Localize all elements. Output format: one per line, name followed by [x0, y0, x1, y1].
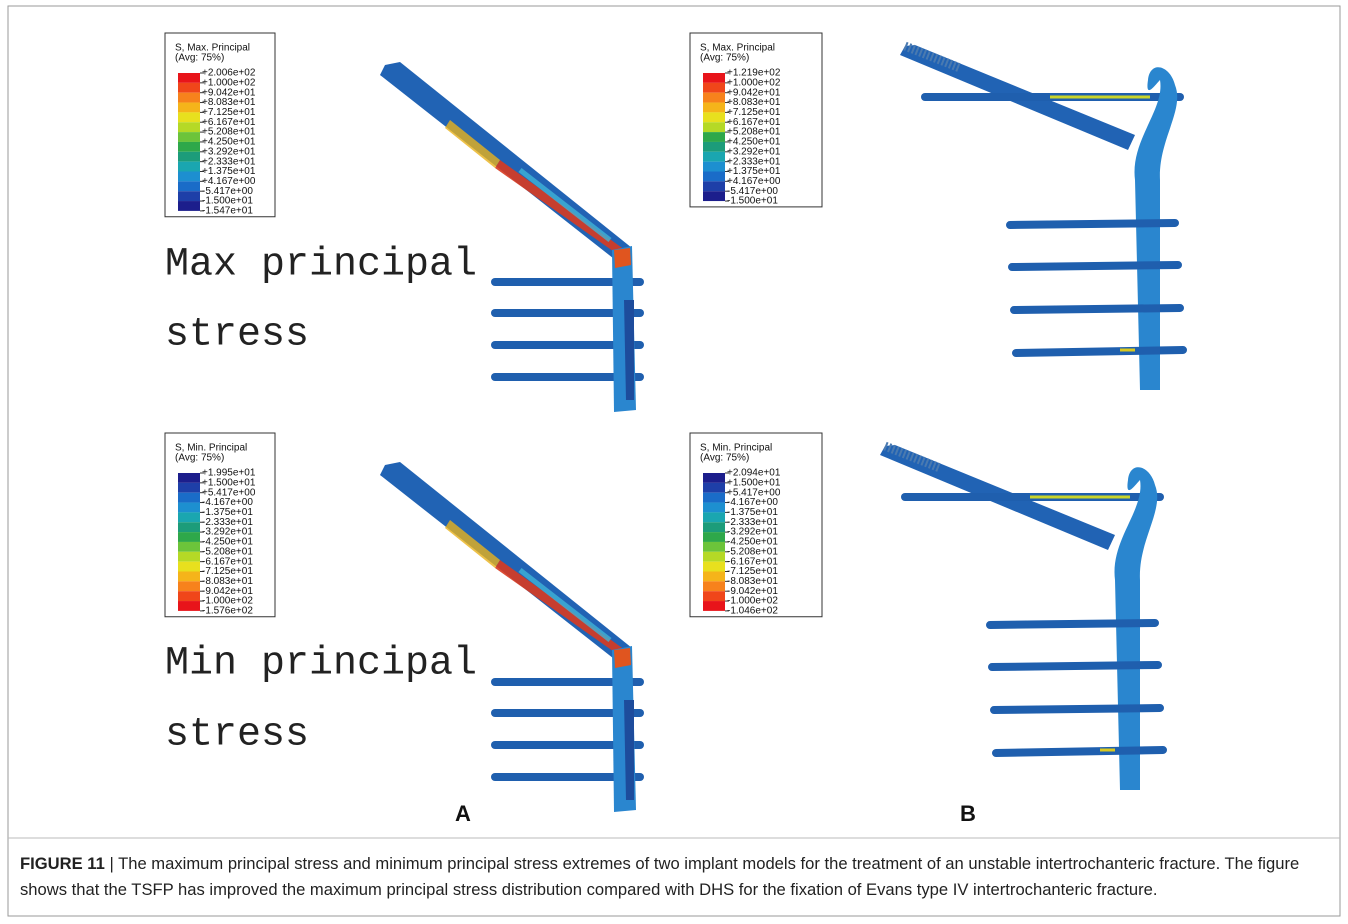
- legend-swatch: [178, 181, 200, 191]
- legend-swatch: [703, 152, 725, 162]
- legend-swatch: [703, 503, 725, 513]
- legend-swatch: [178, 142, 200, 152]
- legend-swatch: [703, 591, 725, 601]
- legend-swatch: [703, 493, 725, 503]
- legend-swatch: [178, 93, 200, 103]
- legend-label: -1.046e+02: [727, 606, 778, 617]
- panel-label: Max principal: [165, 243, 477, 288]
- implant-a-min: [380, 462, 640, 812]
- legend-title: (Avg: 75%): [175, 53, 224, 64]
- figure-page: S, Max. Principal(Avg: 75%)+2.006e+02+1.…: [0, 0, 1348, 924]
- legend-swatch: [703, 172, 725, 182]
- legend-swatch: [703, 572, 725, 582]
- legend-swatch: [703, 473, 725, 483]
- legend-swatch: [703, 162, 725, 172]
- legend-swatch: [178, 591, 200, 601]
- figure: S, Max. Principal(Avg: 75%)+2.006e+02+1.…: [0, 0, 1348, 924]
- legend-swatch: [178, 132, 200, 142]
- legend-title: (Avg: 75%): [700, 453, 749, 464]
- legend-swatch: [703, 181, 725, 191]
- legend-label: -1.547e+01: [202, 206, 253, 217]
- legend-swatch: [703, 103, 725, 113]
- legend: S, Max. Principal(Avg: 75%)+2.006e+02+1.…: [165, 33, 275, 217]
- figure-number: FIGURE 11: [20, 854, 105, 873]
- legend-swatch: [178, 473, 200, 483]
- legend-swatch: [178, 103, 200, 113]
- legend-title: (Avg: 75%): [175, 453, 224, 464]
- legend-title: (Avg: 75%): [700, 53, 749, 64]
- legend-swatch: [703, 512, 725, 522]
- legend-swatch: [178, 172, 200, 182]
- legend-swatch: [178, 503, 200, 513]
- legend-swatch: [703, 83, 725, 93]
- legend-swatch: [178, 572, 200, 582]
- panel-label: stress: [165, 313, 309, 358]
- legend-swatch: [703, 93, 725, 103]
- legend-swatch: [703, 532, 725, 542]
- legend-swatch: [703, 191, 725, 201]
- legend: S, Max. Principal(Avg: 75%)+1.219e+02+1.…: [690, 33, 822, 207]
- legend-swatch: [703, 483, 725, 493]
- legend-swatch: [178, 73, 200, 83]
- implant-b-min: [880, 445, 1163, 790]
- legend-swatch: [178, 152, 200, 162]
- legend-swatch: [703, 552, 725, 562]
- caption-text: The maximum principal stress and minimum…: [20, 854, 1299, 899]
- legend-swatch: [178, 581, 200, 591]
- legend-swatch: [703, 142, 725, 152]
- column-label: A: [455, 801, 471, 826]
- legend-swatch: [703, 132, 725, 142]
- legend-swatch: [178, 522, 200, 532]
- legend: S, Min. Principal(Avg: 75%)+2.094e+01+1.…: [690, 433, 822, 617]
- legend-swatch: [178, 493, 200, 503]
- legend: S, Min. Principal(Avg: 75%)+1.995e+01+1.…: [165, 433, 275, 617]
- implant-a-max: [380, 62, 640, 412]
- legend-label: -1.500e+01: [727, 196, 778, 207]
- separator: |: [109, 854, 113, 873]
- legend-swatch: [178, 162, 200, 172]
- legend-swatch: [703, 562, 725, 572]
- legend-swatch: [703, 112, 725, 122]
- caption: FIGURE 11 | The maximum principal stress…: [20, 851, 1332, 903]
- panel-label: stress: [165, 713, 309, 758]
- legend-label: -1.576e+02: [202, 606, 253, 617]
- legend-swatch: [178, 83, 200, 93]
- legend-swatch: [703, 601, 725, 611]
- legend-swatch: [703, 522, 725, 532]
- legend-swatch: [703, 542, 725, 552]
- legend-swatch: [178, 562, 200, 572]
- legend-swatch: [703, 73, 725, 83]
- legend-swatch: [178, 191, 200, 201]
- legend-swatch: [178, 483, 200, 493]
- legend-swatch: [178, 112, 200, 122]
- legend-swatch: [178, 601, 200, 611]
- column-label: B: [960, 801, 976, 826]
- legend-swatch: [703, 581, 725, 591]
- legend-swatch: [178, 512, 200, 522]
- legend-swatch: [703, 122, 725, 132]
- legend-swatch: [178, 201, 200, 211]
- legend-swatch: [178, 532, 200, 542]
- implant-b-max: [900, 45, 1183, 390]
- legend-swatch: [178, 122, 200, 132]
- legend-swatch: [178, 552, 200, 562]
- panel-label: Min principal: [165, 642, 477, 687]
- legend-swatch: [178, 542, 200, 552]
